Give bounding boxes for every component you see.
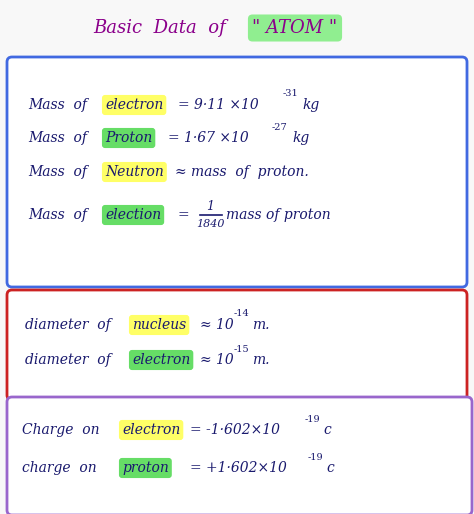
Text: election: election	[105, 208, 161, 222]
Text: m.: m.	[252, 353, 270, 367]
Text: ≈ 10: ≈ 10	[200, 318, 234, 332]
Text: -31: -31	[283, 89, 299, 99]
Text: Proton: Proton	[105, 131, 152, 145]
Text: proton: proton	[122, 461, 169, 475]
Text: 1840: 1840	[196, 219, 224, 229]
Text: " ATOM ": " ATOM "	[253, 19, 337, 37]
Text: diameter  of: diameter of	[25, 318, 111, 332]
Text: Mass  of: Mass of	[28, 165, 87, 179]
Text: = +1·602×10: = +1·602×10	[190, 461, 287, 475]
FancyBboxPatch shape	[7, 57, 467, 287]
Text: -19: -19	[308, 452, 324, 462]
Text: Neutron: Neutron	[105, 165, 164, 179]
Text: Charge  on: Charge on	[22, 423, 100, 437]
FancyBboxPatch shape	[7, 290, 467, 400]
Text: -19: -19	[305, 414, 320, 424]
Text: = -1·602×10: = -1·602×10	[190, 423, 280, 437]
Text: c: c	[326, 461, 334, 475]
Text: m.: m.	[252, 318, 270, 332]
Text: =: =	[178, 208, 190, 222]
FancyBboxPatch shape	[7, 397, 472, 514]
Text: electron: electron	[122, 423, 180, 437]
Text: Mass  of: Mass of	[28, 131, 87, 145]
Text: -27: -27	[272, 122, 288, 132]
Text: ≈ 10: ≈ 10	[200, 353, 234, 367]
Text: mass of proton: mass of proton	[226, 208, 331, 222]
Text: = 1·67 ×10: = 1·67 ×10	[168, 131, 249, 145]
Text: 1: 1	[206, 200, 214, 213]
Text: ≈ mass  of  proton.: ≈ mass of proton.	[175, 165, 309, 179]
Text: electron: electron	[105, 98, 163, 112]
Text: -15: -15	[234, 344, 250, 354]
Text: = 9·11 ×10: = 9·11 ×10	[178, 98, 259, 112]
Text: electron: electron	[132, 353, 190, 367]
Text: diameter  of: diameter of	[25, 353, 111, 367]
Text: nucleus: nucleus	[132, 318, 186, 332]
Text: Basic  Data  of: Basic Data of	[93, 19, 232, 37]
Text: kg: kg	[302, 98, 319, 112]
Text: Mass  of: Mass of	[28, 208, 87, 222]
Text: kg: kg	[292, 131, 309, 145]
Text: Mass  of: Mass of	[28, 98, 87, 112]
Text: -14: -14	[234, 309, 250, 319]
Text: charge  on: charge on	[22, 461, 97, 475]
Text: c: c	[323, 423, 331, 437]
